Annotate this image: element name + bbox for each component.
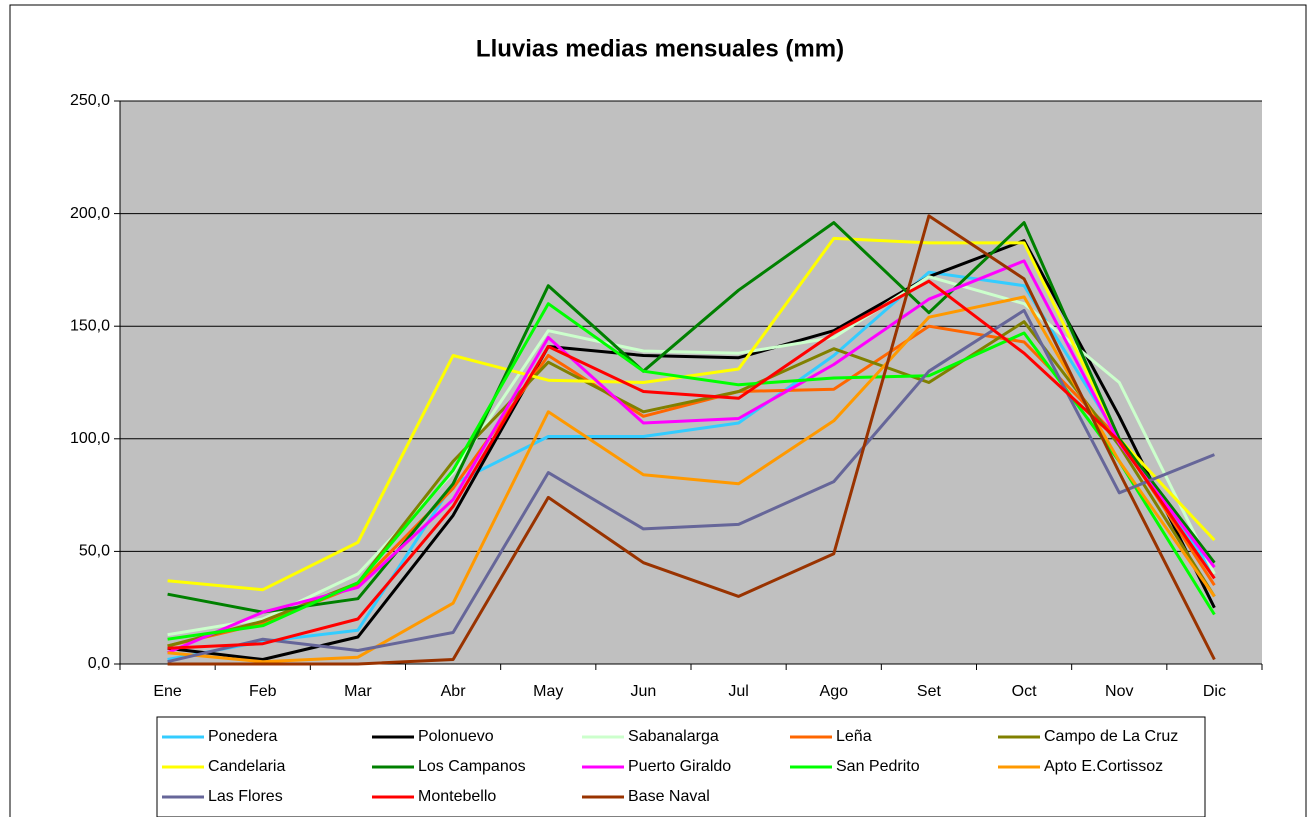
- x-tick-label: Jun: [631, 683, 657, 700]
- legend-label: Polonuevo: [418, 728, 494, 745]
- y-tick-label: 200,0: [70, 205, 110, 222]
- y-tick-label: 250,0: [70, 92, 110, 109]
- x-tick-label: Set: [917, 683, 942, 700]
- x-tick-label: Abr: [441, 683, 467, 700]
- series-line: [167, 214, 1216, 666]
- y-tick-label: 0,0: [88, 655, 110, 672]
- x-tick-label: Ago: [820, 683, 849, 700]
- x-tick-label: Mar: [344, 683, 372, 700]
- legend-label: Leña: [836, 728, 872, 745]
- x-tick-label: Nov: [1105, 683, 1133, 700]
- legend-label: Ponedera: [208, 728, 277, 745]
- x-tick-label: May: [533, 683, 563, 700]
- legend-label: Montebello: [418, 788, 496, 805]
- legend-label: Campo de La Cruz: [1044, 728, 1178, 745]
- y-tick-label: 50,0: [79, 543, 110, 560]
- y-tick-label: 150,0: [70, 317, 110, 334]
- legend-label: Candelaria: [208, 758, 285, 775]
- x-tick-label: Oct: [1012, 683, 1037, 700]
- series-line: [167, 275, 1216, 637]
- series-line: [167, 221, 1216, 614]
- legend-label: Las Flores: [208, 788, 283, 805]
- legend-label: Apto E.Cortissoz: [1044, 758, 1163, 775]
- x-tick-label: Ene: [153, 683, 182, 700]
- x-tick-label: Jul: [728, 683, 748, 700]
- series-line: [167, 279, 1216, 650]
- series-line: [167, 239, 1216, 661]
- series-line: [167, 295, 1216, 664]
- x-tick-label: Dic: [1203, 683, 1226, 700]
- chart-title: Lluvias medias mensuales (mm): [476, 35, 844, 62]
- legend-label: Puerto Giraldo: [628, 758, 731, 775]
- series-line: [167, 308, 1215, 664]
- legend-label: Los Campanos: [418, 758, 526, 775]
- x-tick-label: Feb: [249, 683, 277, 700]
- legend-label: Sabanalarga: [628, 728, 719, 745]
- legend-label: San Pedrito: [836, 758, 920, 775]
- legend-label: Base Naval: [628, 788, 710, 805]
- y-tick-label: 100,0: [70, 430, 110, 447]
- series-line: [167, 302, 1216, 641]
- series-line: [167, 236, 1216, 592]
